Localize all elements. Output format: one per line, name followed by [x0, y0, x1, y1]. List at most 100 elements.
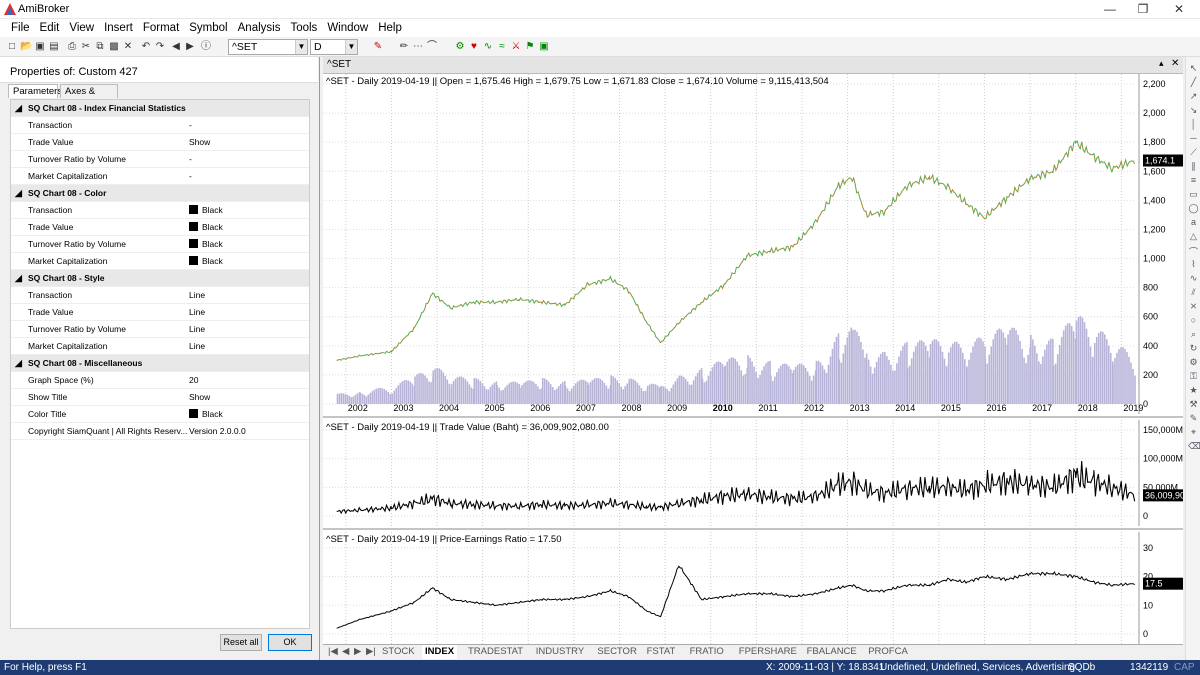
prev-sheet-icon[interactable]: ◀	[342, 646, 350, 657]
menu-view[interactable]: View	[69, 22, 95, 34]
bull-icon[interactable]: ⚙	[455, 41, 465, 52]
last-sheet-icon[interactable]: ▶|	[366, 646, 376, 657]
property-value[interactable]: 20	[189, 372, 198, 388]
property-row[interactable]: Turnover Ratio by Volume -	[11, 151, 309, 168]
vline-tool-icon[interactable]: │	[1190, 119, 1197, 129]
property-value[interactable]: Black	[189, 202, 223, 218]
property-row[interactable]: Market Capitalization Line	[11, 338, 309, 355]
eraser-tool-icon[interactable]: ⌫	[1188, 441, 1200, 451]
property-value[interactable]: Show	[189, 389, 210, 405]
sheet-tab-profca[interactable]: PROFCA	[868, 646, 908, 657]
lock-tool-icon[interactable]: ⚿	[1190, 371, 1197, 381]
arrow-tool-icon[interactable]: ↘	[1189, 105, 1198, 115]
save-all-icon[interactable]: ▤	[49, 41, 59, 52]
property-row[interactable]: Market Capitalization -	[11, 168, 309, 185]
draw-line-icon[interactable]: ✎	[373, 41, 383, 52]
explore-icon[interactable]: ⚑	[525, 41, 535, 52]
menu-edit[interactable]: Edit	[39, 22, 60, 34]
cycle-tool-icon[interactable]: ○	[1190, 315, 1197, 325]
property-value[interactable]: Black	[189, 406, 223, 422]
symbol-combo[interactable]: ^SET ▼	[228, 39, 308, 55]
close-icon[interactable]: ✕	[1173, 2, 1185, 16]
ellipse-tool-icon[interactable]: ◯	[1188, 203, 1199, 213]
sheet-tab-fratio[interactable]: FRATIO	[689, 646, 724, 657]
minimize-icon[interactable]: —	[1104, 2, 1116, 16]
sheet-tab-fpershare[interactable]: FPERSHARE	[738, 646, 797, 657]
save-icon[interactable]: ▣	[35, 41, 45, 52]
menu-format[interactable]: Format	[142, 22, 180, 34]
menu-tools[interactable]: Tools	[290, 22, 318, 34]
fib-tool-icon[interactable]: ≡	[1190, 175, 1197, 185]
cut-icon[interactable]: ✂	[81, 41, 91, 52]
gann-tool-icon[interactable]: ⨯	[1189, 301, 1198, 311]
property-row[interactable]: Trade Value Black	[11, 219, 309, 236]
property-row[interactable]: Graph Space (%) 20	[11, 372, 309, 389]
property-row[interactable]: Trade Value Line	[11, 304, 309, 321]
property-value[interactable]: -	[189, 168, 192, 184]
chevron-down-icon[interactable]: ▼	[345, 40, 357, 54]
sheet-tab-fbalance[interactable]: FBALANCE	[806, 646, 857, 657]
property-value[interactable]: Version 2.0.0.0	[189, 423, 246, 439]
copy-icon[interactable]: ⧉	[96, 41, 104, 52]
property-value[interactable]: Black	[189, 253, 223, 269]
refresh-tool-icon[interactable]: ↻	[1189, 343, 1198, 353]
text-tool-icon[interactable]: a	[1190, 217, 1196, 227]
collapse-icon[interactable]: ◢	[15, 273, 22, 283]
collapse-icon[interactable]: ◢	[15, 358, 22, 368]
property-category[interactable]: ◢ SQ Chart 08 - Miscellaneous	[11, 355, 309, 372]
wave-tool-icon[interactable]: ∿	[1189, 273, 1198, 283]
property-value[interactable]: Show	[189, 134, 210, 150]
back-icon[interactable]: ◀	[172, 41, 180, 52]
property-row[interactable]: Copyright SiamQuant | All Rights Reserv.…	[11, 423, 309, 440]
delete-icon[interactable]: ✕	[123, 41, 133, 52]
close-chart-icon[interactable]: ✕	[1171, 58, 1180, 69]
property-value[interactable]: Line	[189, 321, 205, 337]
trendline-tool-icon[interactable]: ⟋	[1190, 147, 1197, 157]
zoom-tool-icon[interactable]: ⌕	[1190, 329, 1197, 339]
property-row[interactable]: Turnover Ratio by Volume Black	[11, 236, 309, 253]
maximize-icon[interactable]: ❐	[1137, 2, 1149, 16]
property-value[interactable]: Black	[189, 219, 223, 235]
interval-combo[interactable]: D ▼	[310, 39, 358, 55]
triangle-tool-icon[interactable]: △	[1190, 231, 1197, 241]
property-value[interactable]: -	[189, 151, 192, 167]
forward-icon[interactable]: ▶	[186, 41, 194, 52]
rect-tool-icon[interactable]: ▭	[1189, 189, 1198, 199]
line-tool-icon[interactable]: ╱	[1190, 77, 1197, 87]
tab-parameters[interactable]: Parameters	[8, 84, 62, 98]
property-value[interactable]: -	[189, 117, 192, 133]
menu-help[interactable]: Help	[378, 22, 402, 34]
property-row[interactable]: Turnover Ratio by Volume Line	[11, 321, 309, 338]
scan-icon[interactable]: ⚔	[511, 41, 521, 52]
property-value[interactable]: Line	[189, 304, 205, 320]
reset-all-button[interactable]: Reset all	[220, 634, 262, 651]
paste-icon[interactable]: ▩	[109, 41, 119, 52]
menu-window[interactable]: Window	[327, 22, 369, 34]
pen-tool-icon[interactable]: ✎	[1189, 413, 1198, 423]
redo-icon[interactable]: ↷	[155, 41, 165, 52]
arc-icon[interactable]: ⌒	[427, 41, 437, 52]
backtest-icon[interactable]: ▣	[539, 41, 549, 52]
property-row[interactable]: Trade Value Show	[11, 134, 309, 151]
channel-tool-icon[interactable]: ∥	[1191, 161, 1196, 171]
indicator-icon[interactable]: ≈	[499, 41, 505, 52]
open-folder-icon[interactable]: 📂	[20, 41, 33, 52]
gear-tool-icon[interactable]: ⚙	[1189, 357, 1198, 367]
sheet-tab-industry[interactable]: INDUSTRY	[535, 646, 585, 657]
pitchfork-tool-icon[interactable]: ⫽	[1191, 287, 1196, 297]
ok-button[interactable]: OK	[268, 634, 312, 651]
first-sheet-icon[interactable]: |◀	[328, 646, 338, 657]
tab-axes-grid[interactable]: Axes & Grid	[60, 84, 118, 111]
print-icon[interactable]: ⎙	[68, 41, 76, 52]
star-tool-icon[interactable]: ★	[1189, 385, 1198, 395]
property-category[interactable]: ◢ SQ Chart 08 - Color	[11, 185, 309, 202]
cursor-tool-icon[interactable]: ↖	[1189, 63, 1198, 73]
property-value[interactable]: Line	[189, 338, 205, 354]
undo-icon[interactable]: ↶	[141, 41, 151, 52]
property-value[interactable]: Black	[189, 236, 223, 252]
pin-icon[interactable]: ▴	[1159, 58, 1164, 68]
property-value[interactable]: Line	[189, 287, 205, 303]
sheet-tab-stock[interactable]: STOCK	[382, 646, 415, 657]
next-sheet-icon[interactable]: ▶	[354, 646, 362, 657]
collapse-icon[interactable]: ◢	[15, 103, 22, 113]
